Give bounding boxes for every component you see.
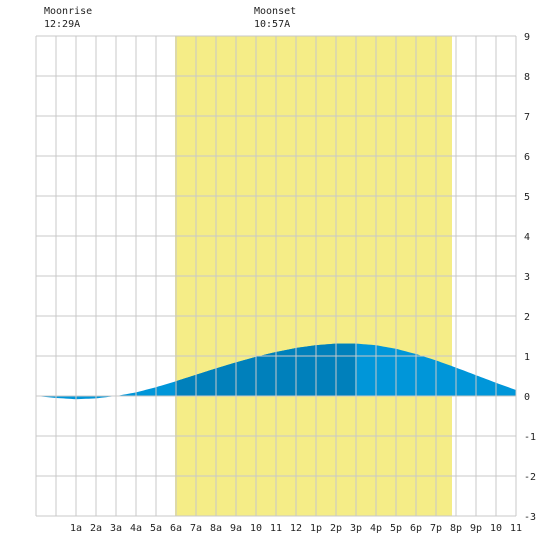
x-tick-label: 3a: [110, 523, 122, 534]
y-tick-label: -2: [524, 472, 536, 483]
x-tick-label: 5p: [390, 523, 402, 534]
y-tick-label: 1: [524, 352, 530, 363]
y-tick-label: 5: [524, 192, 530, 203]
x-tick-label: 1p: [310, 523, 322, 534]
x-tick-label: 4p: [370, 523, 382, 534]
moonrise-label: Moonrise: [44, 6, 93, 17]
x-tick-label: 2p: [330, 523, 342, 534]
x-tick-label: 3p: [350, 523, 362, 534]
x-tick-label: 2a: [90, 523, 102, 534]
y-tick-label: 0: [524, 392, 530, 403]
moonset-label: Moonset: [254, 6, 297, 17]
y-tick-label: 3: [524, 272, 530, 283]
x-tick-label: 5a: [150, 523, 162, 534]
x-tick-label: 8p: [450, 523, 462, 534]
y-tick-label: 2: [524, 312, 530, 323]
x-tick-label: 10: [490, 523, 502, 534]
x-tick-label: 11: [270, 523, 282, 534]
x-tick-label: 9p: [470, 523, 482, 534]
x-tick-label: 1a: [70, 523, 82, 534]
x-tick-label: 6p: [410, 523, 422, 534]
y-tick-label: -3: [524, 512, 536, 523]
y-tick-label: -1: [524, 432, 536, 443]
moonset-time: 10:57A: [254, 19, 291, 30]
x-tick-label: 7a: [190, 523, 202, 534]
x-tick-label: 11: [510, 523, 522, 534]
moonrise-time: 12:29A: [44, 19, 81, 30]
y-tick-label: 7: [524, 112, 530, 123]
y-tick-label: 8: [524, 72, 530, 83]
x-tick-label: 10: [250, 523, 262, 534]
x-tick-label: 12: [290, 523, 302, 534]
y-tick-label: 6: [524, 152, 530, 163]
x-tick-label: 4a: [130, 523, 142, 534]
tide-area-moon-band: [175, 343, 355, 396]
x-tick-label: 8a: [210, 523, 222, 534]
x-tick-label: 6a: [170, 523, 182, 534]
x-tick-label: 7p: [430, 523, 442, 534]
y-tick-label: 4: [524, 232, 530, 243]
x-tick-label: 9a: [230, 523, 242, 534]
y-tick-label: 9: [524, 32, 530, 43]
